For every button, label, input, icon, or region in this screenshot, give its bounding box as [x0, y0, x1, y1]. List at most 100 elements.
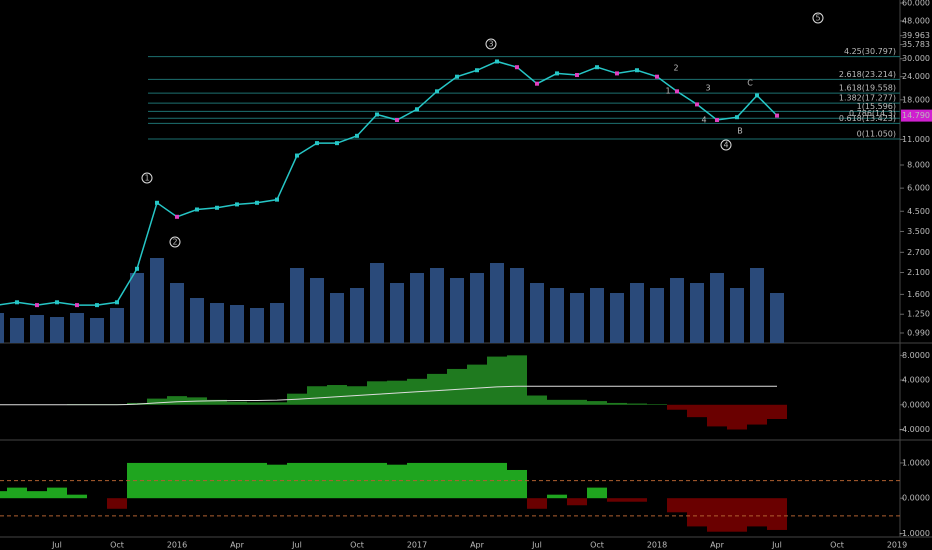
fib-label: 4.25(30.797)	[844, 47, 896, 56]
histogram-bar	[247, 402, 267, 405]
volume-bar	[450, 278, 464, 343]
y-tick-label: 35.783	[902, 40, 930, 49]
histogram-bar	[227, 401, 247, 405]
price-point	[15, 300, 19, 305]
histogram-bar	[667, 404, 687, 410]
volume-bar	[470, 273, 484, 343]
y-tick-label: 30.000	[902, 54, 930, 63]
y-tick-label: 0.0000	[902, 400, 930, 409]
price-point	[615, 71, 619, 76]
wave-circle	[169, 236, 181, 248]
price-point	[635, 68, 639, 73]
volume-bar	[230, 305, 244, 343]
wave-label: B	[737, 127, 743, 136]
y-tick-label: 3.500	[907, 227, 930, 236]
price-tag-label: 14.790	[902, 111, 930, 120]
wave-circle	[485, 38, 497, 50]
volume-bar	[250, 308, 264, 343]
y-tick-label: 4.0000	[902, 376, 930, 385]
wave-circle	[720, 139, 732, 151]
volume-bar	[70, 313, 84, 343]
volume-bar	[530, 283, 544, 343]
histogram-bar	[247, 462, 267, 499]
volume-bar	[490, 263, 504, 343]
y-tick-label: 24.000	[902, 72, 930, 81]
volume-bar	[710, 273, 724, 343]
histogram-bar	[267, 402, 287, 405]
histogram-bar	[547, 494, 567, 499]
price-line	[0, 60, 778, 306]
x-tick-label: Apr	[710, 541, 725, 550]
histogram-bar	[607, 498, 627, 502]
price-point	[75, 303, 79, 308]
price-point	[395, 118, 399, 123]
histogram-bar	[687, 498, 707, 527]
signal-line	[0, 385, 777, 406]
fib-label: 2.618(23.214)	[839, 70, 896, 79]
wave-circle	[141, 172, 153, 184]
histogram-bar	[107, 498, 127, 509]
volume-bar	[190, 298, 204, 343]
histogram-bar	[367, 381, 387, 405]
histogram-bar	[327, 385, 347, 405]
x-tick-label: Jul	[51, 541, 62, 550]
histogram-bar	[467, 364, 487, 405]
histogram-bar	[567, 498, 587, 506]
price-point	[315, 141, 319, 146]
price-point	[535, 81, 539, 86]
histogram-bar	[567, 399, 587, 405]
volume-bar	[270, 303, 284, 343]
price-point	[215, 205, 219, 210]
y-tick-label: 60.000	[902, 0, 930, 8]
volume-bar	[550, 288, 564, 343]
fib-label: 0.618(13.423)	[839, 114, 896, 123]
histogram-bar	[447, 368, 467, 405]
x-tick-label: Oct	[110, 541, 124, 550]
histogram-bar	[167, 396, 187, 405]
volume-bar	[430, 268, 444, 343]
volume-bar	[410, 273, 424, 343]
price-point	[435, 89, 439, 94]
volume-bar	[90, 318, 104, 343]
y-tick-label: -1.0000	[899, 529, 930, 538]
price-point	[35, 303, 39, 308]
price-point	[515, 65, 519, 70]
volume-bar	[50, 317, 64, 343]
histogram-bar	[227, 462, 247, 499]
y-tick-label: 39.963	[902, 31, 930, 40]
histogram-bar	[527, 498, 547, 509]
price-point	[195, 207, 199, 212]
histogram-bar	[387, 464, 407, 499]
volume-bar	[330, 293, 344, 343]
price-point	[255, 200, 259, 205]
price-point	[575, 73, 579, 78]
volume-bar	[570, 293, 584, 343]
x-tick-label: 2018	[647, 541, 667, 550]
histogram-bar	[747, 404, 767, 425]
x-tick-label: Oct	[590, 541, 604, 550]
volume-bar	[350, 288, 364, 343]
volume-bar	[590, 288, 604, 343]
histogram-bar	[47, 487, 67, 499]
histogram-bar	[307, 386, 327, 405]
x-tick-label: Jul	[291, 541, 302, 550]
histogram-bar	[67, 494, 87, 499]
volume-bar	[670, 278, 684, 343]
price-point	[655, 74, 659, 79]
y-tick-label: 0.0000	[902, 494, 930, 503]
x-tick-label: Apr	[230, 541, 245, 550]
y-tick-label: 18.000	[902, 95, 930, 104]
y-tick-label: 4.500	[907, 207, 930, 216]
price-point	[115, 300, 119, 305]
volume-bar	[170, 283, 184, 343]
y-tick-label: 2.700	[907, 248, 930, 257]
price-point	[715, 118, 719, 123]
price-point	[695, 102, 699, 107]
histogram-bar	[707, 404, 727, 427]
wave-label: 2	[673, 64, 678, 73]
price-point	[135, 266, 139, 271]
fib-label: 1(15.596)	[857, 102, 896, 111]
wave-label: 4	[723, 141, 728, 150]
volume-bar	[310, 278, 324, 343]
